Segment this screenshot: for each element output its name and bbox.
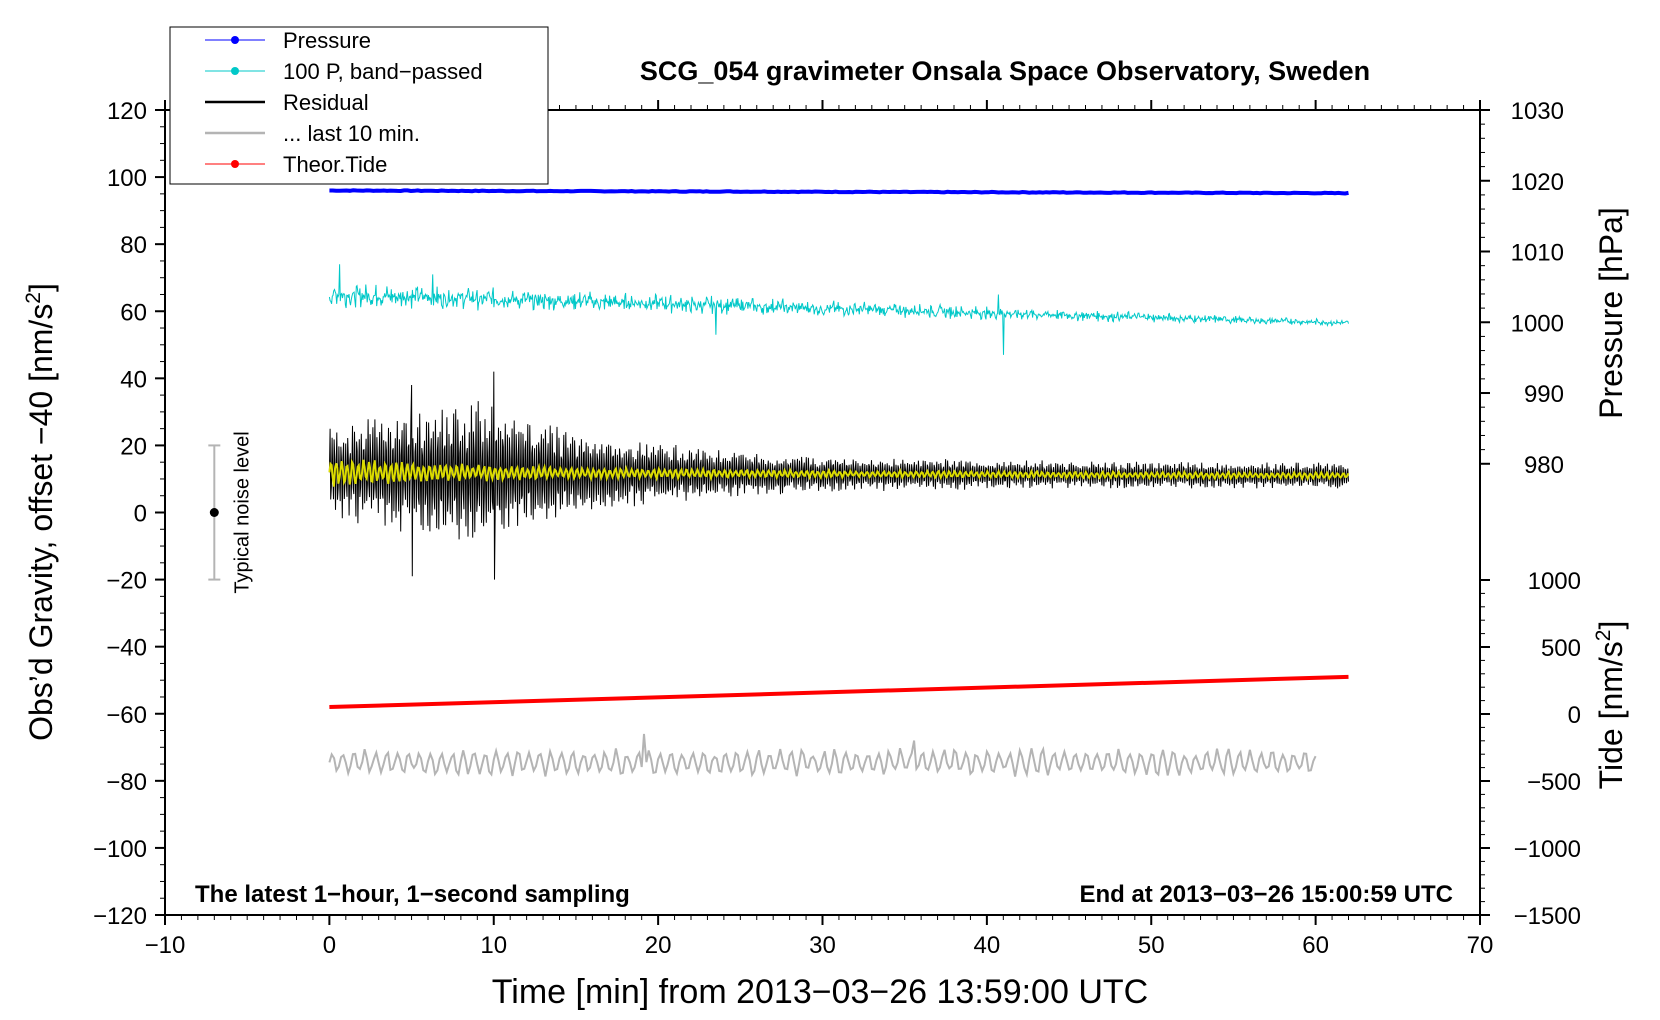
y-tick-label: −20 xyxy=(106,568,147,595)
plot-frame xyxy=(164,109,1481,916)
y-axis-label-tide: Tide [nm/s2] xyxy=(1592,621,1629,790)
y-axis-label-left: Obs’d Gravity, offset −40 [nm/s2] xyxy=(22,283,59,741)
legend-label: ... last 10 min. xyxy=(283,121,420,146)
pressure-tick-label: 1010 xyxy=(1511,240,1564,267)
annotation-sampling: The latest 1−hour, 1−second sampling xyxy=(195,881,630,908)
y-tick-label: 60 xyxy=(120,299,147,326)
legend-label: Pressure xyxy=(283,28,371,53)
x-tick-label: 70 xyxy=(1467,932,1494,959)
x-tick-label: 60 xyxy=(1302,932,1329,959)
tide-tick-label: 1000 xyxy=(1528,568,1581,595)
pressure-tick-label: 1000 xyxy=(1511,310,1564,337)
noise-level-indicator: Typical noise level xyxy=(208,431,253,594)
minor-ticks xyxy=(160,105,1485,920)
legend-marker xyxy=(231,67,239,75)
y-axis-tide: −1500 −1000 −500 0 500 1000 xyxy=(1480,568,1581,930)
x-axis-label: Time [min] from 2013−03−26 13:59:00 UTC xyxy=(492,973,1148,1011)
tide-tick-label: −500 xyxy=(1527,769,1581,796)
plot-area: −10 0 10 20 30 40 50 60 70 −120−100−80−60−40−200… xyxy=(93,98,1581,959)
noise-bar-center-dot xyxy=(209,508,219,517)
x-tick-label: 10 xyxy=(480,932,507,959)
y-tick-label: 40 xyxy=(120,366,147,393)
y-tick-label: −60 xyxy=(106,702,147,729)
y-axis-left: −120 −100 −80 −60 −40 −20 0 20 40 60 80 100 120 xyxy=(93,98,165,930)
series-residual-line xyxy=(328,371,1349,580)
legend-label: Residual xyxy=(283,90,369,115)
pressure-tick-label: 1030 xyxy=(1511,98,1564,125)
legend-marker xyxy=(231,160,239,168)
noise-level-label: Typical noise level xyxy=(231,431,253,593)
y-tick-label: 0 xyxy=(134,501,147,528)
y-tick-label: −80 xyxy=(106,769,147,796)
pressure-tick-label: 980 xyxy=(1524,452,1564,479)
legend-box xyxy=(169,26,549,185)
x-tick-label: 40 xyxy=(974,932,1001,959)
y-tick-label: −120 xyxy=(93,903,147,930)
series-band-passed-line xyxy=(328,264,1349,355)
tide-tick-label: −1500 xyxy=(1514,903,1581,930)
y-tick-label: 120 xyxy=(107,98,147,125)
tide-tick-label: −1000 xyxy=(1514,836,1581,863)
series-layer xyxy=(328,188,1350,779)
y-tick-label: 80 xyxy=(120,232,147,259)
y-tick-label: −40 xyxy=(106,635,147,662)
legend: Pressure 100 P, band−passed Residual ... la… xyxy=(169,26,549,185)
series-theor-tide-line xyxy=(329,674,1349,710)
tide-tick-label: 0 xyxy=(1568,702,1581,729)
y-tick-label: 20 xyxy=(120,433,147,460)
series-last-10-min-line xyxy=(328,733,1317,779)
legend-label: Theor.Tide xyxy=(283,152,387,177)
chart-title: SCG_054 gravimeter Onsala Space Observat… xyxy=(640,56,1370,86)
annotation-end-time: End at 2013−03−26 15:00:59 UTC xyxy=(1079,881,1453,908)
x-axis: −10 0 10 20 30 40 50 60 70 xyxy=(145,100,1494,959)
y-tick-label: −100 xyxy=(93,836,147,863)
x-tick-label: 50 xyxy=(1138,932,1165,959)
x-tick-label: 30 xyxy=(809,932,836,959)
x-tick-label: 20 xyxy=(645,932,672,959)
tide-tick-label: 500 xyxy=(1541,635,1581,662)
x-tick-label: −10 xyxy=(145,932,186,959)
pressure-tick-label: 1020 xyxy=(1511,169,1564,196)
pressure-tick-label: 990 xyxy=(1524,381,1564,408)
series-pressure-line xyxy=(329,188,1349,196)
x-tick-label: 0 xyxy=(323,932,336,959)
y-axis-pressure: 980 990 1000 1010 1020 1030 xyxy=(1480,98,1564,479)
legend-label: 100 P, band−passed xyxy=(283,59,483,84)
legend-marker xyxy=(231,36,239,44)
y-axis-label-pressure: Pressure [hPa] xyxy=(1593,207,1629,419)
y-tick-label: 100 xyxy=(107,165,147,192)
series-residual-smoothed-line xyxy=(328,458,1350,487)
